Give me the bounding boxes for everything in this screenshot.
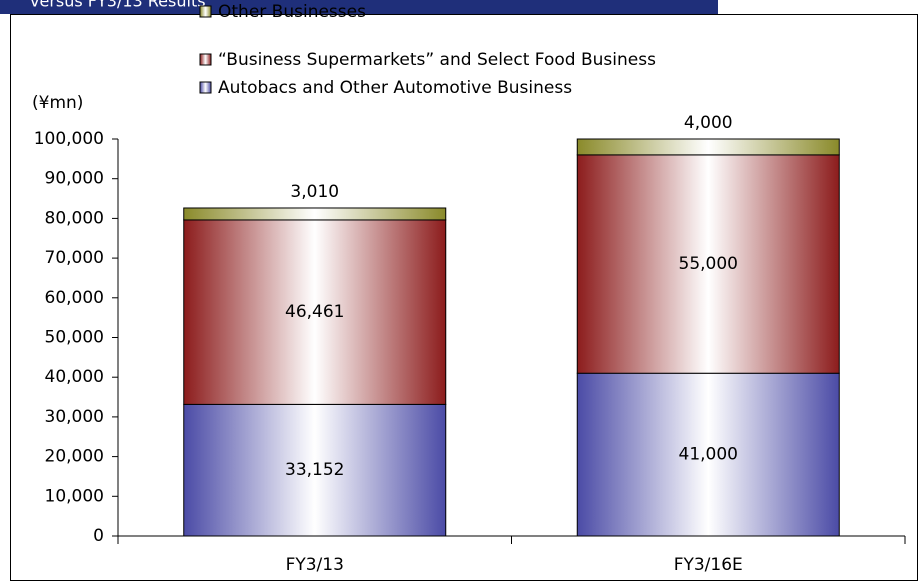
data-label: 3,010	[290, 182, 339, 202]
legend-swatch	[199, 53, 212, 66]
legend-label: Autobacs and Other Automotive Business	[218, 78, 572, 98]
y-tick-label: 0	[93, 526, 104, 546]
data-label: 46,461	[285, 302, 344, 322]
x-tick-label: FY3/13	[286, 555, 344, 575]
data-label: 33,152	[285, 460, 344, 480]
y-tick-label: 10,000	[45, 486, 104, 506]
y-tick-label: 90,000	[45, 169, 104, 189]
legend-swatch	[199, 5, 212, 18]
y-tick-label: 20,000	[45, 447, 104, 467]
data-label: 41,000	[679, 445, 738, 465]
y-tick-label: 80,000	[45, 208, 104, 228]
y-tick-label: 40,000	[45, 367, 104, 387]
y-axis-label: (¥mn)	[32, 93, 83, 113]
data-label: 55,000	[679, 254, 738, 274]
header-title: versus FY3/13 Results	[30, 0, 206, 11]
bar-segment	[183, 219, 447, 405]
header-banner	[0, 0, 718, 14]
bar-segment	[576, 154, 840, 374]
legend-label: “Business Supermarkets” and Select Food …	[218, 50, 656, 70]
legend-label: Other Businesses	[218, 2, 366, 22]
y-tick-label: 100,000	[34, 129, 104, 149]
y-tick-label: 50,000	[45, 328, 104, 348]
bar-segment	[576, 138, 840, 156]
y-tick-label: 70,000	[45, 248, 104, 268]
bar-segment	[576, 372, 840, 537]
bar-segment	[183, 207, 447, 221]
legend-swatch	[199, 81, 212, 94]
x-tick-label: FY3/16E	[674, 555, 743, 575]
y-tick-label: 60,000	[45, 288, 104, 308]
y-tick-label: 30,000	[45, 407, 104, 427]
data-label: 4,000	[684, 113, 733, 133]
